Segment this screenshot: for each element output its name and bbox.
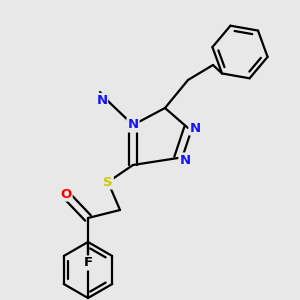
Text: N: N <box>179 154 191 166</box>
Text: F: F <box>83 256 93 269</box>
Text: S: S <box>103 176 113 188</box>
Text: N: N <box>189 122 201 134</box>
Text: N: N <box>128 118 139 131</box>
Text: N: N <box>96 94 108 106</box>
Text: O: O <box>60 188 72 200</box>
